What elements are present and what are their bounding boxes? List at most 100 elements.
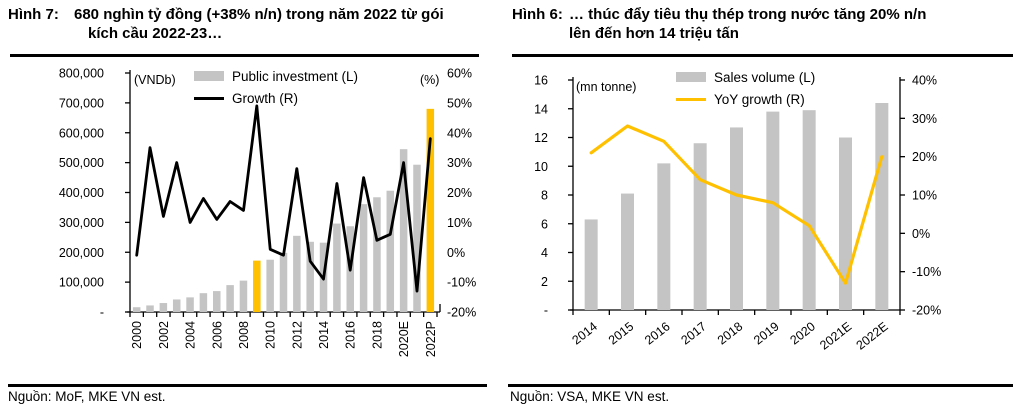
x-axis-label-2018: 2018 bbox=[715, 319, 746, 347]
bar-2003 bbox=[172, 299, 181, 312]
bar-2017 bbox=[693, 143, 707, 310]
figure-6-legend: Sales volume (L) YoY growth (R) bbox=[676, 66, 815, 110]
figure-7-source: Nguồn: MoF, MKE VN est. bbox=[8, 389, 166, 404]
x-axis-label-2019: 2019 bbox=[751, 319, 782, 347]
public-investment-chart: 800,000 700,000 600,000 500,000 400,000 300,0… bbox=[59, 67, 476, 358]
left-axis-tick-label: 800,000 bbox=[59, 67, 104, 81]
bar-2006 bbox=[213, 291, 221, 312]
x-axis-label-2014: 2014 bbox=[569, 319, 600, 347]
figure-7-label: Hình 7: bbox=[8, 6, 59, 23]
right-axis-tick-label: 40% bbox=[912, 74, 937, 88]
right-axis-tick-label: 0% bbox=[912, 227, 930, 241]
bar-2020E bbox=[399, 149, 408, 312]
left-axis-tick-label: 12 bbox=[534, 131, 548, 145]
bar-2007 bbox=[226, 285, 234, 312]
left-axis-tick-label: 8 bbox=[541, 189, 548, 203]
bar-2018 bbox=[373, 197, 381, 312]
right-axis-tick-label: -10% bbox=[912, 265, 941, 279]
left-axis-unit-label: (VNDb) bbox=[134, 73, 176, 87]
bar-2022P bbox=[426, 108, 435, 312]
figure-7-title-line2: kích cầu 2022-23… bbox=[88, 25, 223, 42]
x-axis-label-2004: 2004 bbox=[184, 321, 198, 349]
x-axis-label-2020: 2020 bbox=[787, 319, 818, 347]
figure-7-legend: Public investment (L) Growth (R) bbox=[194, 65, 358, 109]
left-axis-tick-label: 2 bbox=[541, 275, 548, 289]
bar-2002 bbox=[159, 303, 168, 312]
x-axis-label-2000: 2000 bbox=[130, 321, 144, 349]
figure-6-top-rule bbox=[512, 54, 1013, 57]
x-axis-label-2016: 2016 bbox=[344, 321, 358, 349]
left-axis-tick-label: 700,000 bbox=[59, 96, 104, 110]
bar-2018 bbox=[730, 127, 743, 310]
x-axis-label-2014: 2014 bbox=[317, 321, 331, 349]
right-axis-tick-label: 20% bbox=[447, 186, 472, 200]
figure-6-title: Hình 6: … thúc đẩy tiêu thụ thép trong nư… bbox=[512, 5, 1015, 43]
bar-2015 bbox=[621, 193, 634, 310]
right-axis-tick-label: 10% bbox=[447, 216, 472, 230]
bar-2012 bbox=[293, 235, 301, 312]
left-axis-tick-label: 6 bbox=[541, 217, 548, 231]
bar-2004 bbox=[186, 297, 194, 312]
right-axis-tick-label: 60% bbox=[447, 67, 472, 81]
legend-item-yoy-growth: YoY growth (R) bbox=[676, 88, 815, 110]
legend-label: Public investment (L) bbox=[232, 68, 359, 84]
x-axis-label-2022E: 2022E bbox=[854, 319, 891, 352]
left-axis-tick-label: 600,000 bbox=[59, 126, 104, 140]
legend-item-growth: Growth (R) bbox=[194, 87, 358, 109]
figure-7-title: Hình 7: 680 nghìn tỷ đồng (+38% n/n) tron… bbox=[8, 5, 488, 43]
bar-2016 bbox=[657, 163, 671, 310]
sales-volume-swatch bbox=[676, 72, 706, 82]
x-axis-label-2010: 2010 bbox=[264, 321, 278, 349]
legend-item-sales-volume: Sales volume (L) bbox=[676, 66, 815, 88]
left-axis-tick-label: 100,000 bbox=[59, 276, 104, 290]
left-axis-tick-label: 300,000 bbox=[59, 216, 104, 230]
growth-line-series bbox=[135, 104, 432, 293]
x-axis-label-2012: 2012 bbox=[290, 321, 304, 349]
figure-7-bottom-rule bbox=[8, 384, 487, 387]
bar-2019 bbox=[766, 111, 780, 310]
left-axis-tick-label: - bbox=[100, 306, 104, 320]
bar-2010 bbox=[266, 259, 274, 312]
right-axis-unit-label: (%) bbox=[420, 73, 439, 87]
right-axis-tick-label: -20% bbox=[912, 304, 941, 318]
right-axis-tick-label: -20% bbox=[447, 306, 476, 320]
bar-2001 bbox=[146, 305, 154, 312]
x-axis-label-2002: 2002 bbox=[157, 321, 171, 349]
left-axis-unit-label: (mn tonne) bbox=[576, 80, 636, 94]
growth-line-swatch bbox=[194, 96, 224, 100]
left-axis-tick-label: 10 bbox=[534, 160, 548, 174]
x-axis-label-2006: 2006 bbox=[210, 321, 224, 349]
bar-2000 bbox=[132, 307, 141, 312]
bar-2020 bbox=[802, 110, 816, 310]
left-axis-tick-label: 500,000 bbox=[59, 156, 104, 170]
left-axis-tick-label: 4 bbox=[541, 246, 548, 260]
right-axis-tick-label: 30% bbox=[447, 156, 472, 170]
yoy-growth-line-swatch bbox=[676, 97, 706, 101]
figure-6-title-line2: lên đến hơn 14 triệu tấn bbox=[569, 25, 739, 42]
bar-2019 bbox=[386, 190, 395, 312]
bar-2005 bbox=[199, 293, 208, 312]
public-investment-swatch bbox=[194, 71, 224, 81]
right-axis-tick-label: 0% bbox=[447, 246, 465, 260]
left-axis-tick-label: - bbox=[544, 304, 548, 318]
figure-7-top-rule bbox=[10, 54, 479, 57]
figure-6-label: Hình 6: bbox=[512, 6, 563, 23]
right-axis-tick-label: 50% bbox=[447, 96, 472, 110]
left-axis-tick-label: 14 bbox=[534, 102, 548, 116]
bar-2015 bbox=[333, 223, 341, 312]
x-axis-label-2020E: 2020E bbox=[397, 321, 411, 357]
x-axis-label-2018: 2018 bbox=[370, 321, 384, 349]
left-axis-tick-label: 16 bbox=[534, 74, 548, 88]
legend-item-public-investment: Public investment (L) bbox=[194, 65, 358, 87]
legend-label: YoY growth (R) bbox=[714, 91, 805, 107]
bar-2013 bbox=[306, 241, 314, 312]
right-axis-tick-label: 30% bbox=[912, 112, 937, 126]
bar-2017 bbox=[359, 204, 368, 312]
growth-line-series bbox=[589, 124, 884, 285]
x-axis-label-2015: 2015 bbox=[606, 319, 637, 347]
right-axis-tick-label: 40% bbox=[447, 126, 472, 140]
left-axis-tick-label: 200,000 bbox=[59, 246, 104, 260]
figure-6-source: Nguồn: VSA, MKE VN est. bbox=[510, 389, 670, 404]
